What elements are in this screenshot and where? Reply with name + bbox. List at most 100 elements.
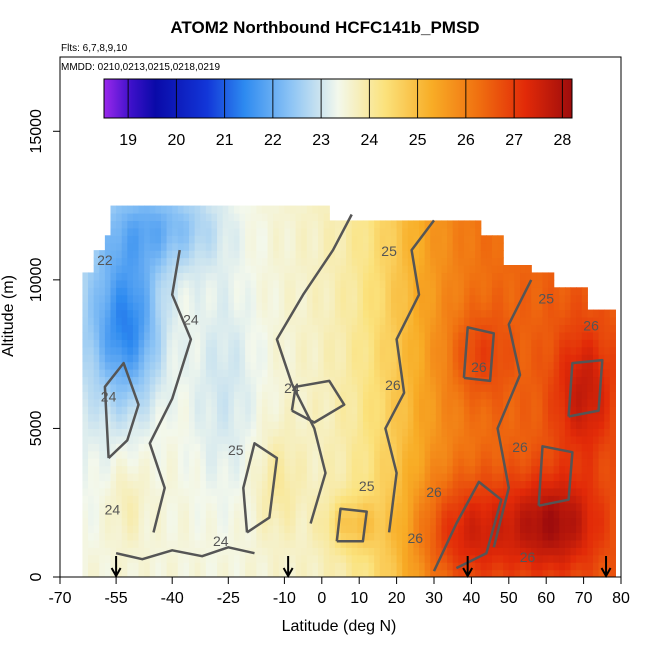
heatmap-cell [419,532,426,541]
heatmap-cell [463,539,471,548]
heatmap-cell [166,510,173,519]
heatmap-cell [508,569,516,577]
heatmap-cell [536,317,544,326]
heatmap-cell [200,532,207,541]
heatmap-cell [570,354,577,363]
heatmap-cell [132,302,140,311]
heatmap-cell [273,502,280,511]
heatmap-cell [609,435,616,444]
heatmap-cell [548,279,555,288]
heatmap-cell [138,220,145,229]
heatmap-cell [430,346,437,355]
heatmap-cell [110,331,117,340]
heatmap-cell [211,331,218,340]
heatmap-cell [480,562,487,571]
heatmap-cell [598,487,605,496]
heatmap-cell [452,539,459,548]
heatmap-cell [548,547,555,556]
heatmap-cell [189,435,196,444]
heatmap-cell [312,458,319,467]
heatmap-cell [592,339,600,348]
heatmap-cell [503,443,510,452]
heatmap-cell [261,428,269,437]
heatmap-cell [278,272,285,281]
heatmap-cell [357,398,364,407]
heatmap-cell [183,421,190,430]
heatmap-cell [217,525,224,534]
heatmap-cell [205,220,213,229]
heatmap-cell [435,398,443,407]
heatmap-cell [604,376,611,385]
heatmap-cell [374,227,381,236]
heatmap-cell [396,539,403,548]
heatmap-cell [116,532,123,541]
heatmap-cell [217,250,224,259]
heatmap-cell [82,428,89,437]
heatmap-cell [160,317,168,326]
heatmap-cell [144,250,151,259]
heatmap-cell [290,473,297,482]
heatmap-cell [110,562,117,571]
heatmap-cell [396,324,403,333]
heatmap-cell [228,406,235,415]
heatmap-cell [570,302,577,311]
heatmap-cell [368,435,375,444]
heatmap-cell [295,502,302,511]
heatmap-cell [570,458,577,467]
heatmap-cell [435,317,443,326]
heatmap-cell [127,443,134,452]
heatmap-cell [576,406,583,415]
heatmap-cell [222,487,229,496]
heatmap-cell [508,346,516,355]
heatmap-cell [340,539,347,548]
heatmap-cell [452,317,459,326]
heatmap-cell [542,532,549,541]
heatmap-cell [379,480,386,489]
heatmap-cell [166,383,173,392]
heatmap-cell [172,458,179,467]
heatmap-cell [346,480,353,489]
heatmap-cell [334,510,342,519]
heatmap-cell [323,227,330,236]
heatmap-cell [396,391,403,400]
heatmap-cell [368,257,375,266]
heatmap-cell [127,391,134,400]
heatmap-cell [189,227,196,236]
heatmap-cell [346,554,353,563]
heatmap-cell [531,361,538,370]
heatmap-cell [256,428,263,437]
heatmap-cell [362,480,370,489]
heatmap-cell [480,294,487,303]
heatmap-cell [424,361,431,370]
heatmap-cell [205,450,213,459]
heatmap-cell [301,539,308,548]
heatmap-cell [217,287,224,296]
heatmap-cell [503,510,510,519]
heatmap-cell [402,227,409,236]
heatmap-cell [239,569,246,577]
heatmap-cell [609,547,616,556]
heatmap-cell [155,376,162,385]
heatmap-cell [548,287,555,296]
heatmap-cell [486,272,493,281]
heatmap-cell [222,331,229,340]
heatmap-cell [508,309,516,318]
heatmap-cell [491,495,499,504]
heatmap-cell [217,213,224,222]
heatmap-cell [351,569,358,577]
heatmap-cell [536,435,544,444]
heatmap-cell [273,376,280,385]
heatmap-cell [447,487,454,496]
heatmap-cell [374,242,381,251]
heatmap-cell [273,450,280,459]
heatmap-cell [452,525,459,534]
heatmap-cell [598,331,605,340]
heatmap-cell [205,302,213,311]
heatmap-cell [318,361,325,370]
heatmap-cell [132,510,140,519]
heatmap-cell [491,398,499,407]
heatmap-cell [402,487,409,496]
heatmap-cell [396,413,403,422]
heatmap-cell [491,279,499,288]
heatmap-cell [233,250,241,259]
